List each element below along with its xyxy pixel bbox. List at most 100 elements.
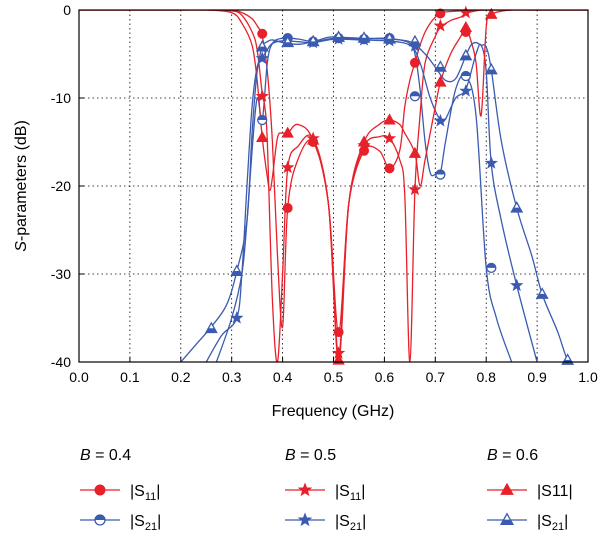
y-tick-label: -10 — [51, 90, 71, 106]
series-marker — [257, 114, 268, 126]
y-axis-label-rest: -parameters (dB) — [13, 120, 30, 241]
marker-shape — [433, 113, 448, 127]
x-tick-label: 0.9 — [527, 369, 547, 385]
marker-shape — [281, 160, 295, 174]
marker-shape — [408, 146, 422, 158]
series-marker — [204, 321, 218, 334]
marker-shape — [459, 5, 473, 19]
series-marker — [306, 34, 320, 47]
series-marker — [460, 70, 471, 82]
marker-shape — [408, 182, 422, 196]
marker-shape — [485, 7, 498, 19]
x-tick-label: 0.6 — [375, 369, 395, 385]
legend-title-value: = 0.5 — [296, 447, 337, 464]
marker-shape — [500, 482, 514, 495]
series-marker — [281, 126, 294, 138]
legend-label: |S11| — [130, 483, 160, 503]
series-marker — [256, 130, 269, 143]
legend-label-post: | — [157, 513, 161, 530]
series-marker — [281, 160, 295, 174]
series-marker — [485, 7, 498, 19]
marker-shape — [384, 163, 395, 174]
marker-shape — [333, 327, 344, 338]
marker-half — [257, 115, 267, 120]
legend-label-post: | — [564, 513, 568, 530]
marker-shape — [306, 133, 320, 145]
legend-label: |S11| — [335, 483, 365, 503]
series-marker — [484, 62, 498, 75]
marker-half — [333, 36, 344, 42]
x-tick-label: 0.0 — [69, 369, 89, 385]
marker-half — [486, 263, 496, 268]
marker-half — [231, 270, 243, 276]
marker-shape — [230, 311, 244, 324]
series-marker — [333, 327, 344, 338]
marker-shape — [297, 482, 313, 497]
y-tick-label: -20 — [51, 178, 71, 194]
y-tick-label: 0 — [63, 2, 71, 18]
x-tick-label: 0.7 — [426, 369, 446, 385]
legend-label-pre: |S — [537, 513, 552, 530]
legend-label-sub: 11 — [350, 491, 361, 503]
series-marker — [255, 40, 269, 52]
marker-shape — [459, 83, 473, 97]
marker-half — [384, 38, 395, 43]
legend-label: |S21| — [130, 513, 161, 533]
marker-half — [501, 519, 513, 525]
x-tick-label: 1.0 — [578, 369, 598, 385]
y-axis-label-var: S — [13, 241, 30, 252]
series-marker — [561, 353, 575, 365]
x-axis-label: Frequency (GHz) — [272, 403, 395, 420]
marker-shape — [484, 156, 498, 169]
series-marker — [383, 113, 396, 125]
marker-shape — [435, 8, 446, 19]
series-marker — [257, 28, 268, 39]
marker-shape — [510, 278, 524, 292]
legend-group-title: B = 0.6 — [487, 447, 538, 464]
legend-label-pre: |S11| — [537, 483, 573, 500]
legend-label-sub: 21 — [145, 521, 157, 533]
marker-shape — [382, 131, 397, 145]
x-tick-labels: 0.0 0.1 0.2 0.3 0.4 0.5 0.6 0.7 0.8 0.9 1.0 — [69, 369, 598, 385]
legend-group-title: B = 0.4 — [80, 447, 131, 464]
marker-half — [461, 71, 471, 76]
series-marker — [332, 30, 346, 42]
series-marker — [408, 146, 422, 158]
marker-shape — [281, 126, 294, 138]
legend-label-pre: |S — [335, 483, 350, 500]
series-marker — [435, 169, 446, 180]
series-marker — [282, 203, 293, 213]
series-marker — [383, 32, 396, 44]
series-marker — [384, 163, 395, 174]
series-marker — [433, 113, 448, 127]
legend: B = 0.4|S11||S21|B = 0.5|S11||S21|B = 0.… — [80, 447, 573, 533]
legend-marker — [499, 512, 515, 526]
x-tick-label: 0.4 — [273, 369, 293, 385]
legend-title-var: B — [487, 447, 498, 464]
legend-title-value: = 0.6 — [498, 447, 539, 464]
series-marker — [332, 353, 345, 365]
marker-shape — [257, 28, 268, 39]
series-marker — [357, 31, 371, 43]
series-marker — [486, 262, 497, 273]
legend-label-pre: |S — [130, 483, 145, 500]
marker-half — [205, 328, 217, 333]
marker-shape — [459, 20, 473, 33]
marker-half — [95, 515, 105, 520]
legend-title-var: B — [80, 447, 91, 464]
series-marker — [433, 18, 448, 32]
marker-half — [409, 41, 421, 46]
marker-shape — [357, 135, 371, 147]
legend-group: B = 0.6 |S11| |S21| — [487, 447, 573, 533]
marker-shape — [409, 57, 420, 68]
series-line — [180, 36, 570, 362]
grid-lines — [78, 9, 589, 363]
y-axis-label: S-parameters (dB) — [13, 120, 30, 252]
series-marker — [484, 156, 498, 169]
series-line — [205, 38, 538, 362]
x-tick-label: 0.1 — [120, 369, 140, 385]
legend-label-sub: 11 — [145, 491, 156, 503]
marker-shape — [297, 512, 313, 527]
series-marker — [409, 57, 420, 68]
marker-half — [282, 42, 294, 47]
